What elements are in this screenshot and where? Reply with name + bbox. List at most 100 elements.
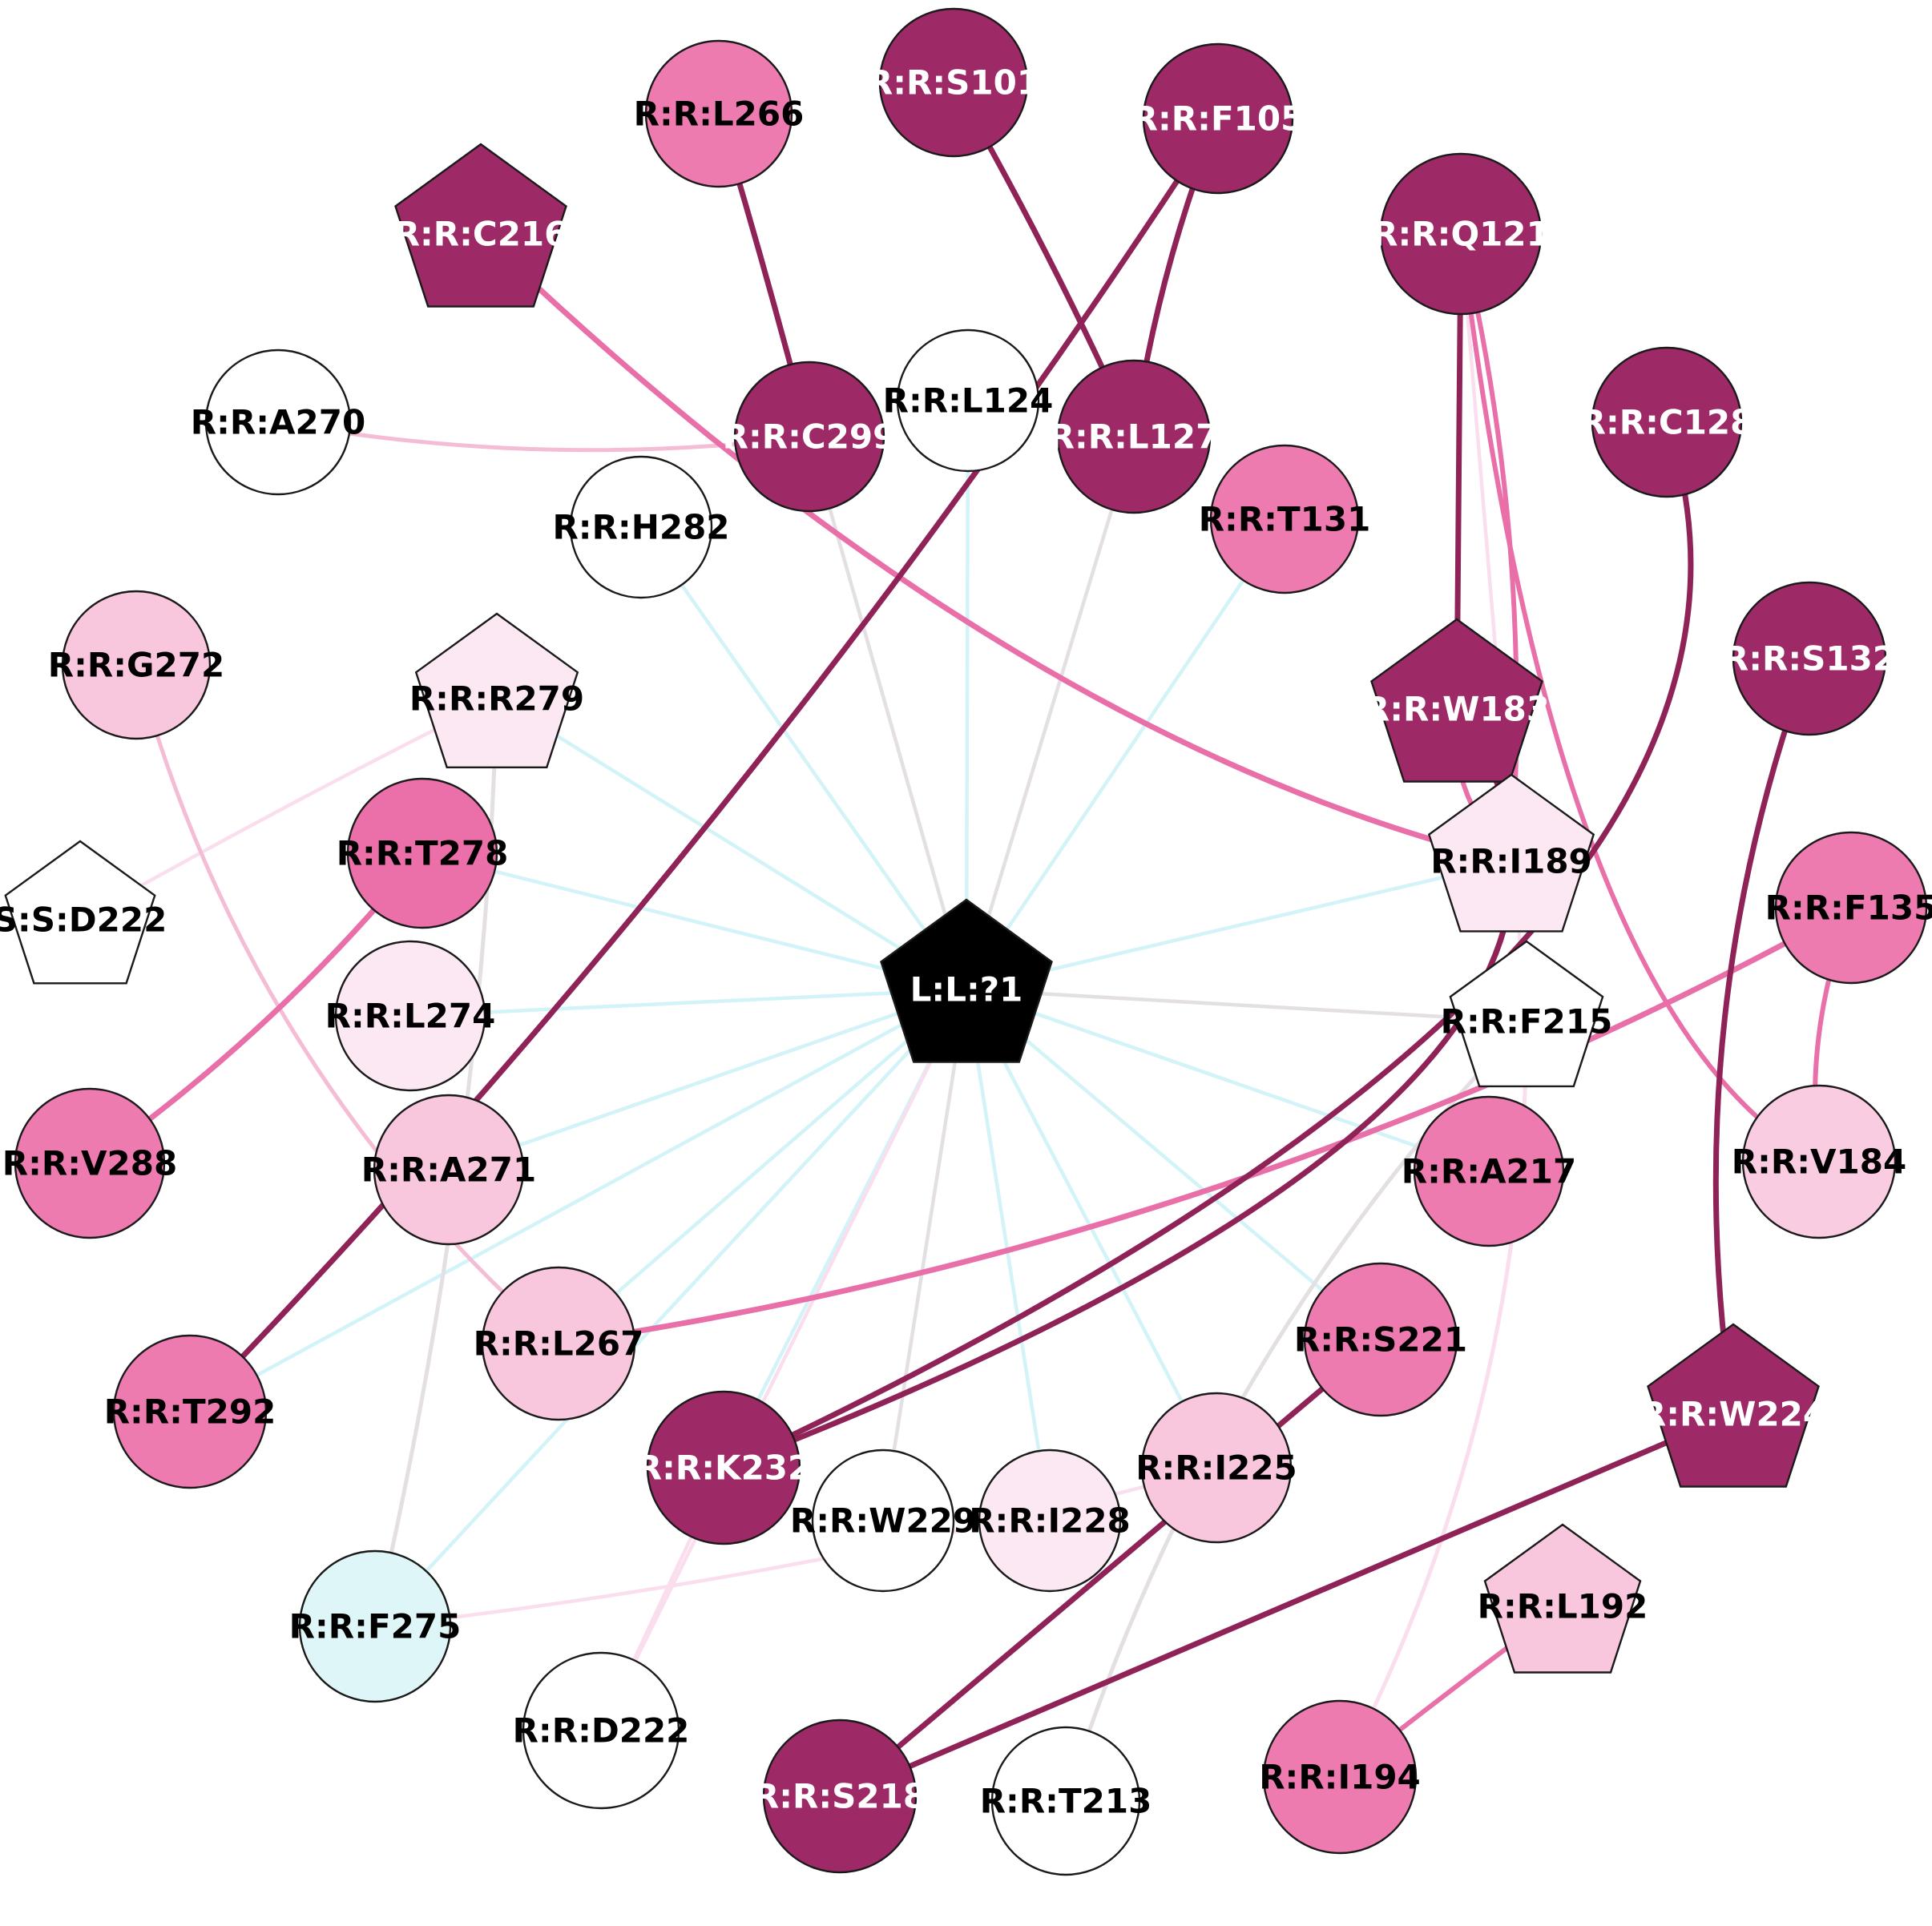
residue-pentagon-icon[interactable]	[394, 143, 567, 308]
residue-circle-icon[interactable]	[298, 1549, 452, 1703]
residue-circle-icon[interactable]	[1379, 152, 1543, 316]
edge-S218-S221	[837, 1336, 1384, 1799]
spoke-center-T292	[188, 988, 968, 1413]
node-F275[interactable]: R:R:F275	[289, 1549, 462, 1703]
residue-circle-icon[interactable]	[1413, 1095, 1565, 1247]
ligand-pentagon-icon[interactable]	[880, 898, 1053, 1063]
residue-circle-icon[interactable]	[990, 1726, 1141, 1876]
residue-circle-icon[interactable]	[1303, 1262, 1458, 1417]
residue-circle-icon[interactable]	[481, 1266, 636, 1421]
edge-S218-W224	[837, 1411, 1736, 1799]
spoke-center-H282	[639, 526, 968, 991]
node-S101[interactable]: R:R:S101	[867, 7, 1040, 158]
residue-circle-icon[interactable]	[762, 1718, 918, 1874]
residue-pentagon-icon[interactable]	[1449, 940, 1604, 1088]
edge-G272-L267	[134, 663, 561, 1346]
node-W229[interactable]: R:R:W229	[790, 1449, 976, 1593]
residue-circle-icon[interactable]	[204, 349, 352, 496]
residue-circle-icon[interactable]	[569, 455, 713, 599]
node-D222r[interactable]: R:R:D222	[513, 1651, 690, 1810]
residue-pentagon-icon[interactable]	[4, 840, 156, 985]
edge-Q121-V184	[1458, 232, 1821, 1164]
edge-L267-F135	[555, 905, 1854, 1347]
node-L124[interactable]: R:R:L124	[883, 328, 1054, 473]
node-S132[interactable]: R:R:S132	[1723, 581, 1896, 736]
residue-circle-icon[interactable]	[1209, 444, 1360, 594]
residue-circle-icon[interactable]	[878, 7, 1029, 158]
node-K232[interactable]: R:R:K232	[636, 1390, 812, 1545]
node-A271[interactable]: R:R:A271	[361, 1094, 536, 1246]
node-F215[interactable]: R:R:F215	[1441, 940, 1613, 1088]
node-I225[interactable]: R:R:I225	[1135, 1392, 1297, 1544]
edge-A270-C299	[276, 420, 812, 453]
spoke-center-T131	[965, 518, 1286, 991]
residue-pentagon-icon[interactable]	[1370, 618, 1543, 783]
residue-circle-icon[interactable]	[1732, 581, 1887, 736]
residue-pentagon-icon[interactable]	[414, 612, 579, 768]
node-T292[interactable]: R:R:T292	[104, 1334, 276, 1489]
spoke-center-L127	[964, 436, 1136, 990]
residue-circle-icon[interactable]	[1774, 831, 1928, 985]
residue-circle-icon[interactable]	[334, 940, 486, 1092]
spoke-center-F215	[966, 987, 1527, 1024]
node-A270[interactable]: R:R:A270	[191, 349, 365, 496]
residue-circle-icon[interactable]	[1741, 1084, 1897, 1239]
residue-pentagon-icon[interactable]	[1647, 1323, 1820, 1488]
node-T278[interactable]: R:R:T278	[337, 777, 509, 929]
node-V288[interactable]: R:R:V288	[2, 1087, 177, 1239]
spoke-center-L124	[964, 400, 970, 990]
node-CENTER[interactable]: L:L:?1	[880, 898, 1053, 1063]
node-F105[interactable]: R:R:F105	[1132, 42, 1305, 195]
node-L266[interactable]: R:R:L266	[634, 39, 805, 188]
residue-circle-icon[interactable]	[646, 1390, 801, 1545]
node-A217[interactable]: R:R:A217	[1402, 1095, 1576, 1247]
node-Q121[interactable]: R:R:Q121	[1372, 152, 1550, 316]
node-W183[interactable]: R:R:W183	[1364, 618, 1550, 783]
residue-pentagon-icon[interactable]	[1427, 773, 1595, 933]
node-W224[interactable]: R:R:W224	[1640, 1323, 1826, 1488]
edge-F105-T292	[187, 115, 1221, 1415]
node-G272[interactable]: R:R:G272	[48, 590, 224, 740]
residue-circle-icon[interactable]	[522, 1651, 680, 1810]
spoke-center-L274	[409, 987, 967, 1018]
node-I194[interactable]: R:R:I194	[1259, 1699, 1421, 1855]
residue-circle-icon[interactable]	[346, 777, 498, 929]
residue-circle-icon[interactable]	[978, 1449, 1122, 1593]
edge-C128-K232	[720, 419, 1694, 1471]
residue-circle-icon[interactable]	[1591, 346, 1743, 498]
residue-circle-icon[interactable]	[1142, 42, 1294, 195]
node-F135[interactable]: R:R:F135	[1765, 831, 1932, 985]
node-C299[interactable]: R:R:C299	[723, 361, 897, 513]
residue-circle-icon[interactable]	[896, 328, 1040, 473]
residue-circle-icon[interactable]	[733, 361, 885, 513]
node-C128[interactable]: R:R:C128	[1580, 346, 1754, 498]
spoke-center-F275	[373, 988, 968, 1628]
node-R279[interactable]: R:R:R279	[409, 612, 584, 768]
spoke-center-L267	[557, 988, 968, 1345]
node-V184[interactable]: R:R:V184	[1732, 1084, 1906, 1239]
node-H282[interactable]: R:R:H282	[552, 455, 730, 599]
residue-circle-icon[interactable]	[112, 1334, 268, 1489]
node-T131[interactable]: R:R:T131	[1199, 444, 1371, 594]
spoke-center-A217	[966, 987, 1490, 1174]
node-L127[interactable]: R:R:L127	[1049, 359, 1220, 514]
spoke-center-W229	[881, 989, 969, 1521]
residue-circle-icon[interactable]	[1140, 1392, 1293, 1544]
spoke-center-R279	[495, 697, 968, 991]
residue-circle-icon[interactable]	[373, 1094, 525, 1246]
residue-pentagon-icon[interactable]	[1483, 1523, 1642, 1674]
residue-circle-icon[interactable]	[1056, 359, 1212, 514]
spoke-center-A271	[448, 987, 967, 1172]
node-D222s[interactable]: S:S:D222	[0, 840, 167, 985]
residue-circle-icon[interactable]	[811, 1449, 955, 1593]
residue-circle-icon[interactable]	[1262, 1699, 1418, 1855]
node-C216[interactable]: R:R:C216	[394, 143, 568, 308]
residue-circle-icon[interactable]	[644, 39, 793, 188]
residue-circle-icon[interactable]	[61, 590, 212, 740]
spoke-center-I189	[966, 859, 1512, 992]
node-T213[interactable]: R:R:T213	[980, 1726, 1152, 1876]
residue-circle-icon[interactable]	[14, 1087, 166, 1239]
node-I189[interactable]: R:R:I189	[1427, 773, 1595, 933]
spoke-center-T278	[421, 851, 967, 992]
